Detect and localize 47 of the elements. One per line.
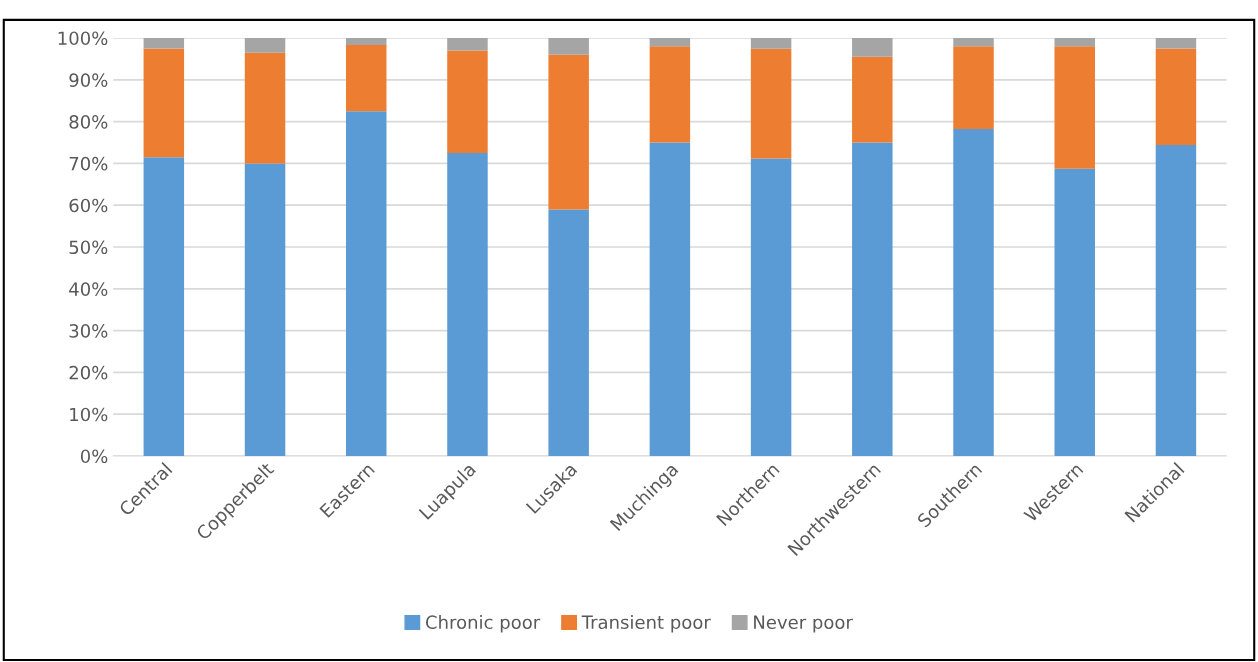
y-tick-label: 40% xyxy=(69,282,108,296)
bar xyxy=(447,50,488,153)
bar xyxy=(953,46,994,130)
bar xyxy=(143,38,185,49)
bar xyxy=(244,52,286,164)
bar xyxy=(953,129,994,456)
bar xyxy=(852,56,893,143)
bar xyxy=(649,46,691,143)
y-tick-label: 70% xyxy=(69,156,108,171)
y-tick-label: 0% xyxy=(80,449,108,464)
y-tick-label: 20% xyxy=(69,365,108,380)
bar xyxy=(346,45,387,112)
y-tick-label: 60% xyxy=(69,198,108,213)
legend-label: Transient poor xyxy=(581,615,711,633)
bar xyxy=(244,163,286,456)
bar xyxy=(548,209,589,456)
bar xyxy=(244,38,286,53)
bar xyxy=(1054,46,1095,169)
bar xyxy=(447,152,488,456)
bar xyxy=(1155,145,1197,456)
y-tick-label: 10% xyxy=(70,407,108,422)
legend-label: Chronic poor xyxy=(425,615,541,633)
bar xyxy=(750,158,792,456)
bar xyxy=(143,48,185,158)
bar xyxy=(1054,38,1095,47)
legend-label: Never poor xyxy=(754,615,853,633)
y-tick-label: 50% xyxy=(69,240,108,255)
y-tick-label: 90% xyxy=(69,73,108,87)
bar xyxy=(548,54,589,210)
bar xyxy=(852,142,893,456)
bar xyxy=(953,38,994,47)
y-tick-label: 30% xyxy=(69,324,108,338)
bar xyxy=(649,38,691,47)
bar xyxy=(346,38,387,46)
bar xyxy=(447,38,488,51)
bar xyxy=(143,157,185,456)
bar xyxy=(346,111,387,456)
y-tick-label: 100% xyxy=(58,31,108,46)
bar xyxy=(750,48,792,159)
bar xyxy=(852,38,893,57)
bar xyxy=(548,38,589,55)
bar xyxy=(1054,168,1095,456)
bar xyxy=(1155,48,1197,146)
bar xyxy=(750,38,792,49)
bar xyxy=(649,142,691,456)
y-tick-label: 80% xyxy=(69,115,108,129)
bar xyxy=(1155,38,1197,49)
